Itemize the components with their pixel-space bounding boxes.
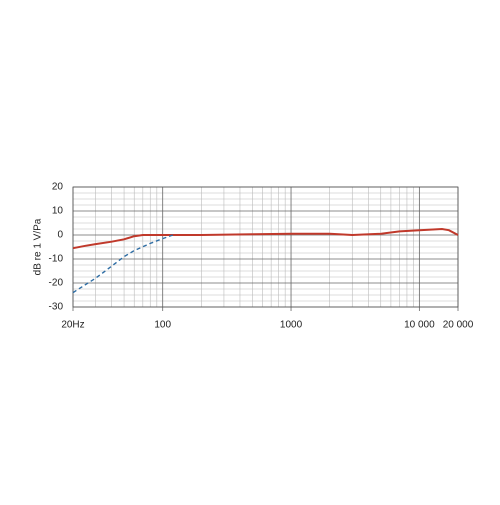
x-tick-label: 100: [154, 320, 171, 331]
x-tick-label: 10 000: [404, 320, 435, 331]
y-tick-label: 20: [52, 182, 64, 193]
y-tick-label: 0: [57, 230, 63, 241]
y-axis-label: dB re 1 V/Pa: [33, 218, 44, 275]
x-tick-label: 20 000: [443, 320, 474, 331]
y-tick-label: -30: [49, 302, 64, 313]
plot-frame: [72, 186, 459, 308]
series-line: [72, 227, 459, 250]
x-tick-label: 20Hz: [61, 320, 84, 331]
series-line: [72, 234, 174, 294]
y-tick-label: -10: [49, 254, 64, 265]
x-tick-label: 1000: [280, 320, 303, 331]
y-tick-label: 10: [52, 206, 64, 217]
y-tick-label: -20: [49, 278, 64, 289]
